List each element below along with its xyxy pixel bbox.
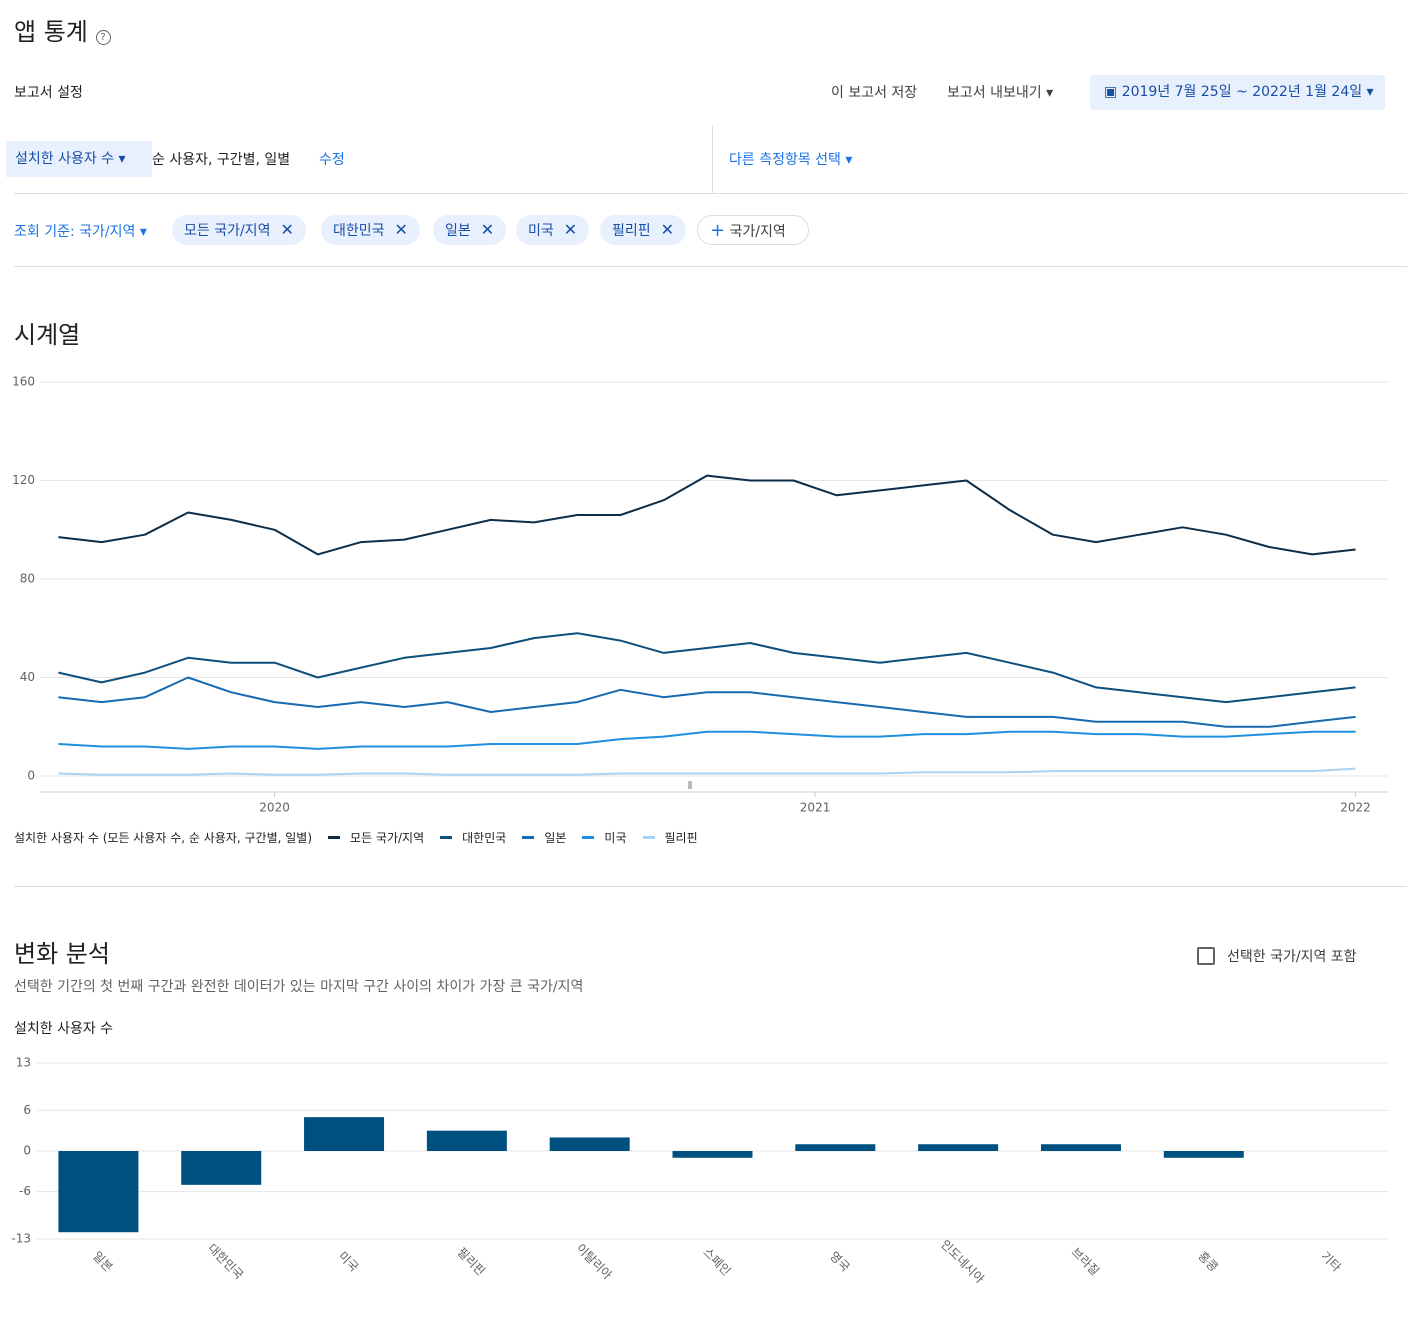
edit-link[interactable]: 수정 bbox=[319, 152, 345, 168]
bar bbox=[795, 1144, 876, 1151]
series-line bbox=[58, 767, 1356, 776]
legend-label: 필리핀 bbox=[664, 831, 698, 845]
chip-remove: ✕ bbox=[280, 220, 294, 239]
bar-chart-title: 설치한 사용자 수 bbox=[14, 1021, 114, 1037]
x-tick-label: 홍콩 bbox=[1195, 1249, 1221, 1275]
series-line bbox=[58, 676, 1356, 728]
y-tick-label: -13 bbox=[11, 1232, 31, 1246]
x-tick-label: 2022 bbox=[1340, 801, 1371, 815]
bar bbox=[181, 1151, 262, 1185]
x-tick-label: 이탈리아 bbox=[573, 1241, 614, 1282]
section-title: 변화 분석 bbox=[14, 940, 110, 968]
title-text: 앱 통계 bbox=[14, 18, 88, 46]
add-filter-text: 국가/지역 bbox=[729, 224, 786, 240]
divider bbox=[712, 125, 713, 193]
x-tick-label: 기타 bbox=[1318, 1249, 1344, 1275]
export-button[interactable]: 보고서 내보내기 ▾ bbox=[947, 85, 1054, 101]
x-tick-label: 대한민국 bbox=[205, 1241, 246, 1282]
separator bbox=[14, 193, 1407, 194]
chip-text: 모든 국가/지역 bbox=[184, 223, 271, 239]
metric-name: 설치한 사용자 수 bbox=[15, 151, 115, 167]
chip-remove: ✕ bbox=[660, 220, 675, 239]
separator bbox=[14, 886, 1407, 887]
metric-detail: 순 사용자, 구간별, 일별 bbox=[152, 152, 291, 168]
y-tick-label: -6 bbox=[19, 1184, 31, 1198]
filter-label: 조회 기준: 국가/지역 bbox=[14, 224, 136, 240]
help-icon[interactable]: ? bbox=[95, 30, 111, 45]
x-tick-label: 인도네시아 bbox=[938, 1237, 987, 1286]
chip-text: 필리핀 bbox=[612, 223, 651, 239]
legend-label: 미국 bbox=[604, 831, 627, 845]
save-button[interactable]: 이 보고서 저장 bbox=[831, 85, 918, 101]
bar bbox=[672, 1151, 753, 1158]
y-tick-label: 6 bbox=[23, 1103, 31, 1117]
legend-label: 모든 국가/지역 bbox=[350, 831, 425, 845]
page-title: 앱 통계 ? bbox=[14, 12, 111, 47]
bar bbox=[304, 1117, 385, 1151]
bar bbox=[549, 1137, 630, 1151]
x-tick-label: 2021 bbox=[800, 801, 831, 815]
x-tick-label: 미국 bbox=[336, 1249, 362, 1275]
y-tick-label: 80 bbox=[20, 572, 35, 586]
y-tick-label: 160 bbox=[12, 375, 35, 389]
series-line bbox=[58, 474, 1356, 556]
bar bbox=[1040, 1144, 1121, 1151]
y-tick-label: 120 bbox=[12, 473, 35, 487]
series-line bbox=[58, 632, 1356, 704]
x-tick-label: 스페인 bbox=[700, 1245, 733, 1278]
date-range-button[interactable]: ▣ 2019년 7월 25일 ~ 2022년 1월 24일 ▾ bbox=[1090, 75, 1385, 110]
x-tick-label: 일본 bbox=[90, 1249, 116, 1275]
legend-swatch bbox=[522, 836, 535, 839]
bar bbox=[918, 1144, 999, 1151]
x-tick-label: 브라질 bbox=[1069, 1245, 1102, 1278]
legend-title: 설치한 사용자 수 (모든 사용자 수, 순 사용자, 구간별, 일별) bbox=[14, 831, 313, 845]
chip-remove: ✕ bbox=[563, 220, 578, 239]
chip-text: 미국 bbox=[528, 223, 554, 239]
legend-label: 대한민국 bbox=[462, 831, 507, 845]
filter-dropdown[interactable]: 조회 기준: 국가/지역 ▾ bbox=[14, 224, 147, 240]
x-tick-label: 2020 bbox=[259, 801, 290, 815]
y-tick-label: 0 bbox=[27, 769, 35, 783]
y-tick-label: 13 bbox=[16, 1056, 31, 1070]
metric-dropdown[interactable]: 설치한 사용자 수 ▾ bbox=[6, 141, 152, 177]
export-text: 보고서 내보내기 bbox=[947, 85, 1042, 101]
bar bbox=[426, 1130, 507, 1151]
legend-swatch bbox=[328, 836, 341, 839]
date-range-text: 2019년 7월 25일 ~ 2022년 1월 24일 bbox=[1121, 84, 1363, 100]
other-metric-text: 다른 측정항목 선택 bbox=[729, 152, 841, 168]
include-text: 선택한 국가/지역 포함 bbox=[1227, 949, 1357, 965]
legend: 설치한 사용자 수 (모든 사용자 수, 순 사용자, 구간별, 일별) 모든 국… bbox=[14, 829, 698, 846]
x-tick-label: 영국 bbox=[827, 1249, 853, 1275]
bar bbox=[58, 1151, 139, 1233]
chip-text: 일본 bbox=[445, 223, 471, 239]
chip-text: 대한민국 bbox=[333, 223, 385, 239]
add-filter[interactable]: + 국가/지역 bbox=[697, 215, 809, 245]
section-title: 시계열 bbox=[14, 321, 81, 349]
separator bbox=[14, 266, 1407, 267]
y-tick-label: 40 bbox=[20, 670, 35, 684]
include-checkbox[interactable]: 선택한 국가/지역 포함 bbox=[1197, 946, 1357, 966]
filter-chip[interactable]: 미국 ✕ bbox=[516, 215, 590, 245]
report-settings: 보고서 설정 bbox=[14, 85, 83, 101]
legend-swatch bbox=[582, 836, 595, 839]
change-description: 선택한 기간의 첫 번째 구간과 완전한 데이터가 있는 마지막 구간 사이의 … bbox=[14, 979, 584, 995]
series-line bbox=[58, 730, 1356, 750]
y-tick-label: 0 bbox=[23, 1144, 31, 1158]
chip-remove: ✕ bbox=[394, 220, 408, 239]
scroll-handle bbox=[688, 781, 692, 789]
x-tick-label: 필리핀 bbox=[455, 1245, 488, 1278]
legend-label: 일본 bbox=[544, 831, 567, 845]
chip-remove: ✕ bbox=[480, 220, 495, 239]
other-metric[interactable]: 다른 측정항목 선택 ▾ bbox=[729, 152, 853, 168]
filter-chip[interactable]: 필리핀 ✕ bbox=[600, 215, 687, 245]
filter-chip[interactable]: 대한민국 ✕ bbox=[321, 215, 420, 245]
bar bbox=[1163, 1151, 1244, 1158]
legend-swatch bbox=[642, 836, 655, 839]
filter-chip[interactable]: 일본 ✕ bbox=[433, 215, 507, 245]
legend-swatch bbox=[440, 836, 453, 839]
filter-chip[interactable]: 모든 국가/지역 ✕ bbox=[172, 215, 306, 245]
